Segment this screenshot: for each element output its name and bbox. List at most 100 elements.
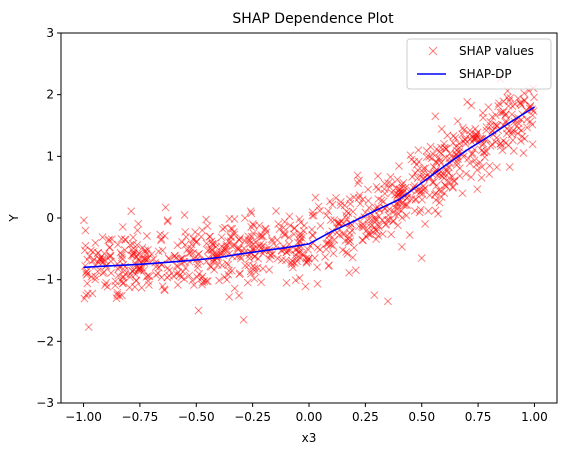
shap-value-point bbox=[377, 196, 386, 205]
shap-value-point bbox=[220, 273, 229, 282]
shap-value-point bbox=[504, 101, 513, 110]
shap-value-point bbox=[142, 232, 151, 240]
shap-value-point bbox=[495, 99, 503, 108]
shap-value-point bbox=[160, 231, 169, 240]
shap-value-point bbox=[346, 199, 355, 208]
trend-line-layer bbox=[83, 106, 535, 269]
shap-value-point bbox=[235, 244, 244, 253]
shap-value-point bbox=[257, 278, 266, 287]
shap-value-point bbox=[300, 221, 309, 230]
shap-value-point bbox=[180, 274, 189, 283]
shap-value-point bbox=[254, 231, 263, 240]
shap-value-point bbox=[87, 272, 96, 281]
shap-value-point bbox=[461, 136, 470, 145]
shap-value-point bbox=[217, 261, 226, 270]
shap-value-point bbox=[422, 153, 431, 162]
shap-value-point bbox=[250, 274, 259, 283]
shap-value-point bbox=[173, 280, 182, 289]
shap-value-point bbox=[437, 149, 446, 158]
shap-value-point bbox=[83, 279, 92, 288]
shap-value-point bbox=[373, 172, 382, 181]
shap-value-point bbox=[359, 236, 367, 245]
shap-value-point bbox=[344, 238, 353, 247]
shap-value-point bbox=[491, 120, 500, 129]
shap-value-point bbox=[398, 213, 407, 222]
shap-value-point bbox=[372, 235, 381, 244]
shap-value-point bbox=[233, 244, 242, 252]
shap-value-point bbox=[126, 270, 135, 278]
shap-value-point bbox=[299, 251, 308, 260]
shap-value-point bbox=[520, 96, 529, 105]
shap-value-point bbox=[353, 171, 362, 180]
shap-value-point bbox=[81, 241, 90, 250]
shap-value-point bbox=[154, 263, 163, 272]
shap-value-point bbox=[280, 230, 289, 239]
shap-value-point bbox=[111, 281, 120, 290]
shap-value-point bbox=[380, 189, 389, 198]
shap-value-point bbox=[161, 203, 170, 212]
shap-value-point bbox=[363, 225, 372, 234]
shap-value-point bbox=[415, 208, 424, 217]
shap-value-point bbox=[386, 173, 395, 181]
shap-value-point bbox=[471, 124, 480, 133]
shap-value-point bbox=[508, 136, 517, 145]
x-tick-label: 0.25 bbox=[352, 410, 379, 424]
shap-value-point bbox=[385, 183, 394, 192]
shap-value-point bbox=[193, 263, 202, 272]
shap-value-point bbox=[431, 196, 440, 205]
shap-value-point bbox=[516, 99, 525, 108]
shap-value-point bbox=[132, 276, 141, 285]
shap-value-point bbox=[236, 269, 244, 278]
shap-value-point bbox=[329, 249, 338, 258]
shap-value-point bbox=[349, 207, 357, 216]
shap-value-point bbox=[359, 223, 367, 232]
shap-value-point bbox=[455, 164, 464, 173]
shap-value-point bbox=[228, 242, 236, 251]
shap-value-point bbox=[315, 206, 324, 215]
shap-value-point bbox=[445, 173, 454, 182]
shap-value-point bbox=[98, 233, 107, 242]
shap-value-point bbox=[203, 222, 212, 230]
shap-value-point bbox=[114, 265, 123, 274]
shap-value-point bbox=[286, 221, 295, 230]
shap-value-point bbox=[519, 149, 528, 157]
shap-value-point bbox=[389, 207, 398, 216]
shap-value-point bbox=[236, 233, 245, 242]
shap-value-point bbox=[479, 113, 488, 122]
shap-value-point bbox=[198, 280, 207, 289]
shap-value-point bbox=[492, 163, 501, 172]
shap-value-point bbox=[137, 283, 146, 292]
shap-value-point bbox=[186, 248, 195, 257]
shap-value-point bbox=[230, 284, 239, 293]
shap-value-point bbox=[372, 227, 381, 236]
shap-value-point bbox=[480, 148, 489, 157]
shap-value-point bbox=[458, 130, 467, 139]
shap-value-point bbox=[504, 141, 513, 150]
shap-value-point bbox=[313, 263, 322, 272]
x-tick-label: 0.00 bbox=[296, 410, 323, 424]
shap-value-point bbox=[90, 255, 99, 264]
shap-value-point bbox=[116, 248, 125, 257]
shap-value-point bbox=[198, 226, 207, 235]
shap-value-point bbox=[370, 291, 379, 300]
shap-value-point bbox=[364, 196, 373, 205]
x-tick-label: −1.00 bbox=[65, 410, 102, 424]
shap-value-point bbox=[240, 214, 249, 223]
shap-value-point bbox=[163, 264, 172, 273]
shap-value-point bbox=[178, 238, 187, 246]
shap-value-point bbox=[516, 137, 525, 145]
shap-value-point bbox=[322, 211, 331, 220]
shap-value-point bbox=[195, 270, 204, 278]
shap-value-point bbox=[408, 172, 417, 181]
shap-value-point bbox=[506, 93, 515, 102]
shap-value-point bbox=[453, 117, 462, 126]
shap-value-point bbox=[411, 195, 420, 204]
shap-value-point bbox=[80, 294, 89, 303]
shap-value-point bbox=[257, 232, 266, 241]
shap-value-point bbox=[121, 235, 130, 244]
shap-value-point bbox=[484, 103, 493, 112]
shap-value-point bbox=[173, 241, 182, 250]
x-tick-label: −0.75 bbox=[122, 410, 159, 424]
shap-value-point bbox=[257, 231, 266, 239]
shap-value-point bbox=[88, 289, 97, 298]
